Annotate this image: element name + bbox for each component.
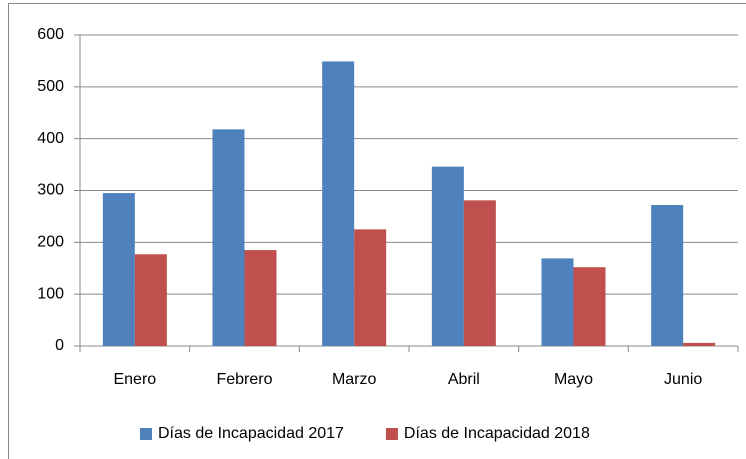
chart-frame [8, 3, 746, 459]
bar [212, 129, 245, 346]
y-tick-label: 400 [37, 130, 64, 147]
bar [244, 250, 277, 346]
y-tick-label: 600 [37, 26, 64, 43]
y-tick-label: 0 [55, 337, 64, 354]
bar [683, 342, 716, 346]
bar [102, 193, 135, 346]
x-tick-label: Enero [113, 371, 156, 388]
x-tick-label: Mayo [554, 371, 593, 388]
x-tick-label: Febrero [216, 371, 272, 388]
y-tick-label: 500 [37, 78, 64, 95]
bar [463, 200, 496, 346]
x-tick-label: Marzo [332, 371, 377, 388]
legend-label: Días de Incapacidad 2018 [404, 425, 590, 442]
bar [354, 229, 387, 346]
bar [541, 258, 574, 346]
y-tick-label: 100 [37, 285, 64, 302]
legend-label: Días de Incapacidad 2017 [158, 425, 344, 442]
bar [431, 166, 464, 346]
bar [651, 205, 684, 346]
bar [573, 267, 606, 346]
x-tick-label: Abril [448, 371, 480, 388]
bar [134, 254, 167, 346]
bar [322, 61, 355, 347]
y-tick-label: 200 [37, 234, 64, 251]
y-tick-label: 300 [37, 182, 64, 199]
x-tick-label: Junio [664, 371, 702, 388]
legend-swatch [385, 428, 398, 440]
legend-swatch [140, 428, 152, 440]
